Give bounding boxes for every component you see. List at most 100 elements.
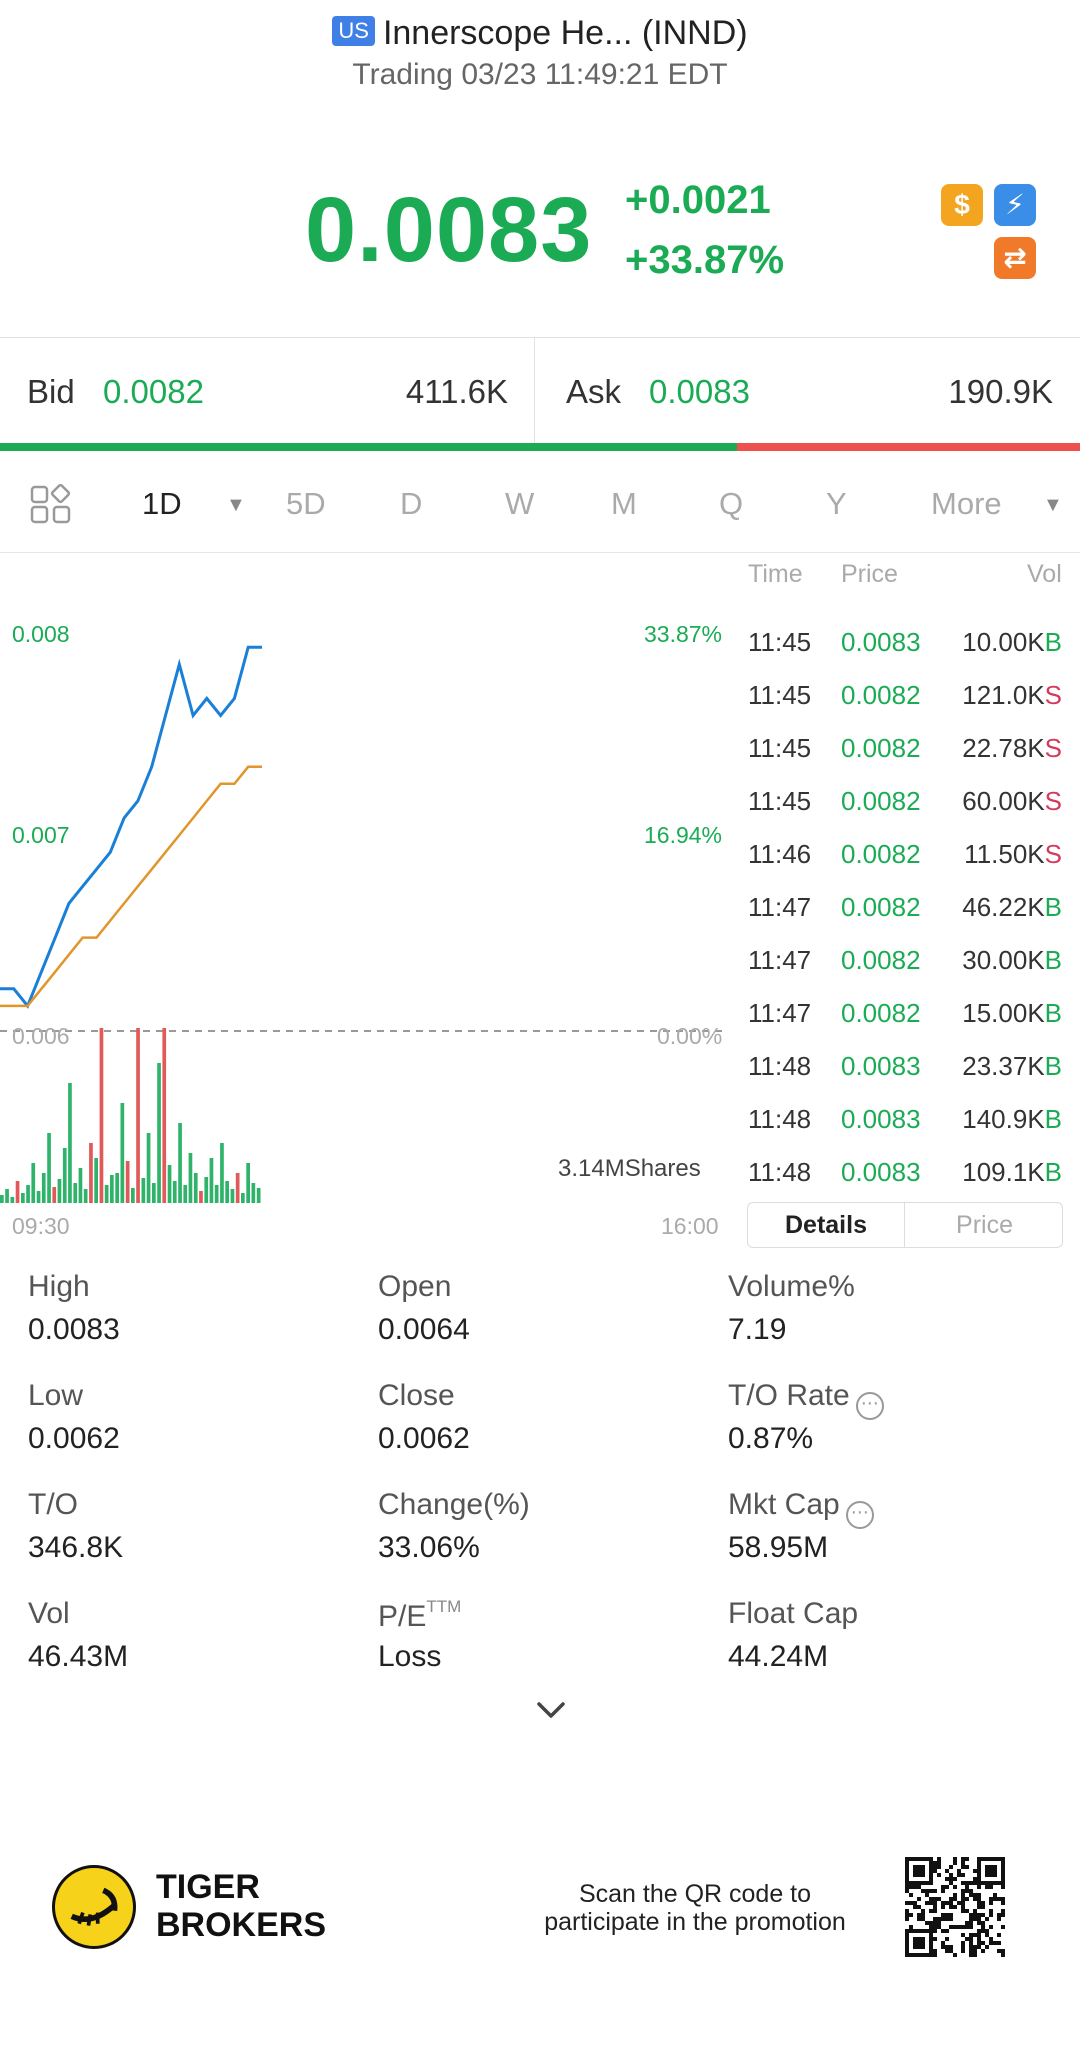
- qr-module: [1001, 1925, 1005, 1929]
- qr-module: [921, 1941, 925, 1945]
- qr-module: [913, 1941, 917, 1945]
- qr-module: [933, 1937, 937, 1941]
- qr-module: [997, 1913, 1001, 1917]
- qr-module: [997, 1941, 1001, 1945]
- qr-module: [953, 1885, 957, 1889]
- qr-module: [961, 1945, 965, 1949]
- qr-module: [977, 1901, 981, 1905]
- qr-module: [989, 1869, 993, 1873]
- trade-time: 11:45: [748, 627, 812, 657]
- qr-module: [905, 1945, 909, 1949]
- qr-code-icon[interactable]: [905, 1857, 1005, 1957]
- qr-module: [937, 1857, 941, 1861]
- qr-module: [1001, 1885, 1005, 1889]
- dollar-icon[interactable]: $: [941, 184, 983, 226]
- qr-module: [953, 1857, 957, 1861]
- qr-module: [937, 1917, 941, 1921]
- qr-module: [929, 1909, 933, 1913]
- trade-side: S: [1044, 786, 1062, 816]
- volume-bar: [99, 1028, 104, 1203]
- trade-volume-value: 30.00K: [962, 945, 1045, 975]
- qr-module: [969, 1917, 973, 1921]
- qr-module: [909, 1925, 913, 1929]
- qr-module: [921, 1881, 925, 1885]
- qr-module: [909, 1893, 913, 1897]
- trade-price: 0.0082: [841, 945, 921, 975]
- qr-module: [917, 1913, 921, 1917]
- qr-module: [977, 1917, 981, 1921]
- y-axis-label: 0.006: [12, 1023, 70, 1049]
- divider: [0, 337, 1080, 338]
- stat-mkt-cap: Mkt Cap ⋯: [728, 1488, 874, 1529]
- trade-volume-value: 10.00K: [962, 627, 1045, 657]
- tab-y[interactable]: Y: [826, 486, 847, 521]
- volume-bar: [57, 1179, 62, 1203]
- qr-module: [1001, 1861, 1005, 1865]
- qr-module: [941, 1901, 945, 1905]
- qr-module: [945, 1877, 949, 1881]
- flash-icon[interactable]: ⚡: [994, 184, 1036, 226]
- qr-module: [953, 1897, 957, 1901]
- qr-module: [973, 1869, 977, 1873]
- tab-w[interactable]: W: [505, 486, 535, 521]
- qr-module: [909, 1929, 913, 1933]
- qr-module: [933, 1865, 937, 1869]
- qr-module: [937, 1865, 941, 1869]
- qr-module: [917, 1885, 921, 1889]
- tab-1d[interactable]: 1D: [142, 486, 182, 521]
- qr-module: [1001, 1953, 1005, 1957]
- tab-q[interactable]: Q: [719, 486, 744, 521]
- qr-module: [909, 1881, 913, 1885]
- qr-module: [945, 1885, 949, 1889]
- trade-volume: 109.1KB: [962, 1157, 1062, 1188]
- qr-module: [913, 1885, 917, 1889]
- qr-module: [941, 1941, 945, 1945]
- qr-module: [917, 1869, 921, 1873]
- volume-bar: [193, 1173, 198, 1203]
- qr-module: [953, 1905, 957, 1909]
- trade-price: 0.0082: [841, 733, 921, 763]
- qr-module: [973, 1933, 977, 1937]
- qr-module: [977, 1945, 981, 1949]
- volume-bar: [110, 1175, 114, 1203]
- trade-row: 11:45 0.0083 10.00KB: [748, 627, 1062, 680]
- expand-chevron-icon[interactable]: [536, 1700, 566, 1720]
- qr-module: [969, 1889, 973, 1893]
- qr-module: [973, 1945, 977, 1949]
- bid-ratio-bar: [0, 443, 737, 451]
- qr-module: [929, 1877, 933, 1881]
- stat-open-label: Open: [378, 1270, 452, 1303]
- qr-module: [973, 1897, 977, 1901]
- qr-module: [929, 1921, 933, 1925]
- price-change-percent: +33.87%: [625, 238, 785, 282]
- qr-module: [905, 1881, 909, 1885]
- intraday-chart[interactable]: [0, 553, 735, 1233]
- qr-module: [905, 1933, 909, 1937]
- qr-module: [917, 1881, 921, 1885]
- tab-d[interactable]: D: [400, 486, 423, 521]
- qr-module: [913, 1929, 917, 1933]
- trade-volume-value: 109.1K: [962, 1157, 1045, 1187]
- trade-time: 11:47: [748, 945, 812, 975]
- tab-price[interactable]: Price: [956, 1211, 1013, 1239]
- more-info-icon[interactable]: ⋯: [855, 1392, 884, 1420]
- qr-module: [921, 1945, 925, 1949]
- volume-bar: [68, 1083, 72, 1203]
- tab-more[interactable]: More: [931, 486, 1002, 521]
- more-info-icon[interactable]: ⋯: [845, 1501, 874, 1529]
- tab-1d-dropdown-icon[interactable]: ▼: [226, 494, 246, 516]
- more-dropdown-icon[interactable]: ▼: [1043, 494, 1063, 516]
- brand-name: TIGER BROKERS: [156, 1868, 326, 1944]
- volume-bar: [162, 1028, 167, 1203]
- qr-module: [961, 1893, 965, 1897]
- qr-module: [929, 1925, 933, 1929]
- trade-side: B: [1044, 1104, 1062, 1134]
- qr-module: [961, 1873, 965, 1877]
- swap-icon[interactable]: ⇄: [994, 237, 1036, 279]
- layout-grid-icon[interactable]: [30, 483, 72, 525]
- ask-ratio-bar: [737, 443, 1080, 451]
- tab-m[interactable]: M: [611, 486, 637, 521]
- qr-module: [905, 1869, 909, 1873]
- tab-5d[interactable]: 5D: [286, 486, 326, 521]
- tab-details[interactable]: Details: [748, 1203, 905, 1247]
